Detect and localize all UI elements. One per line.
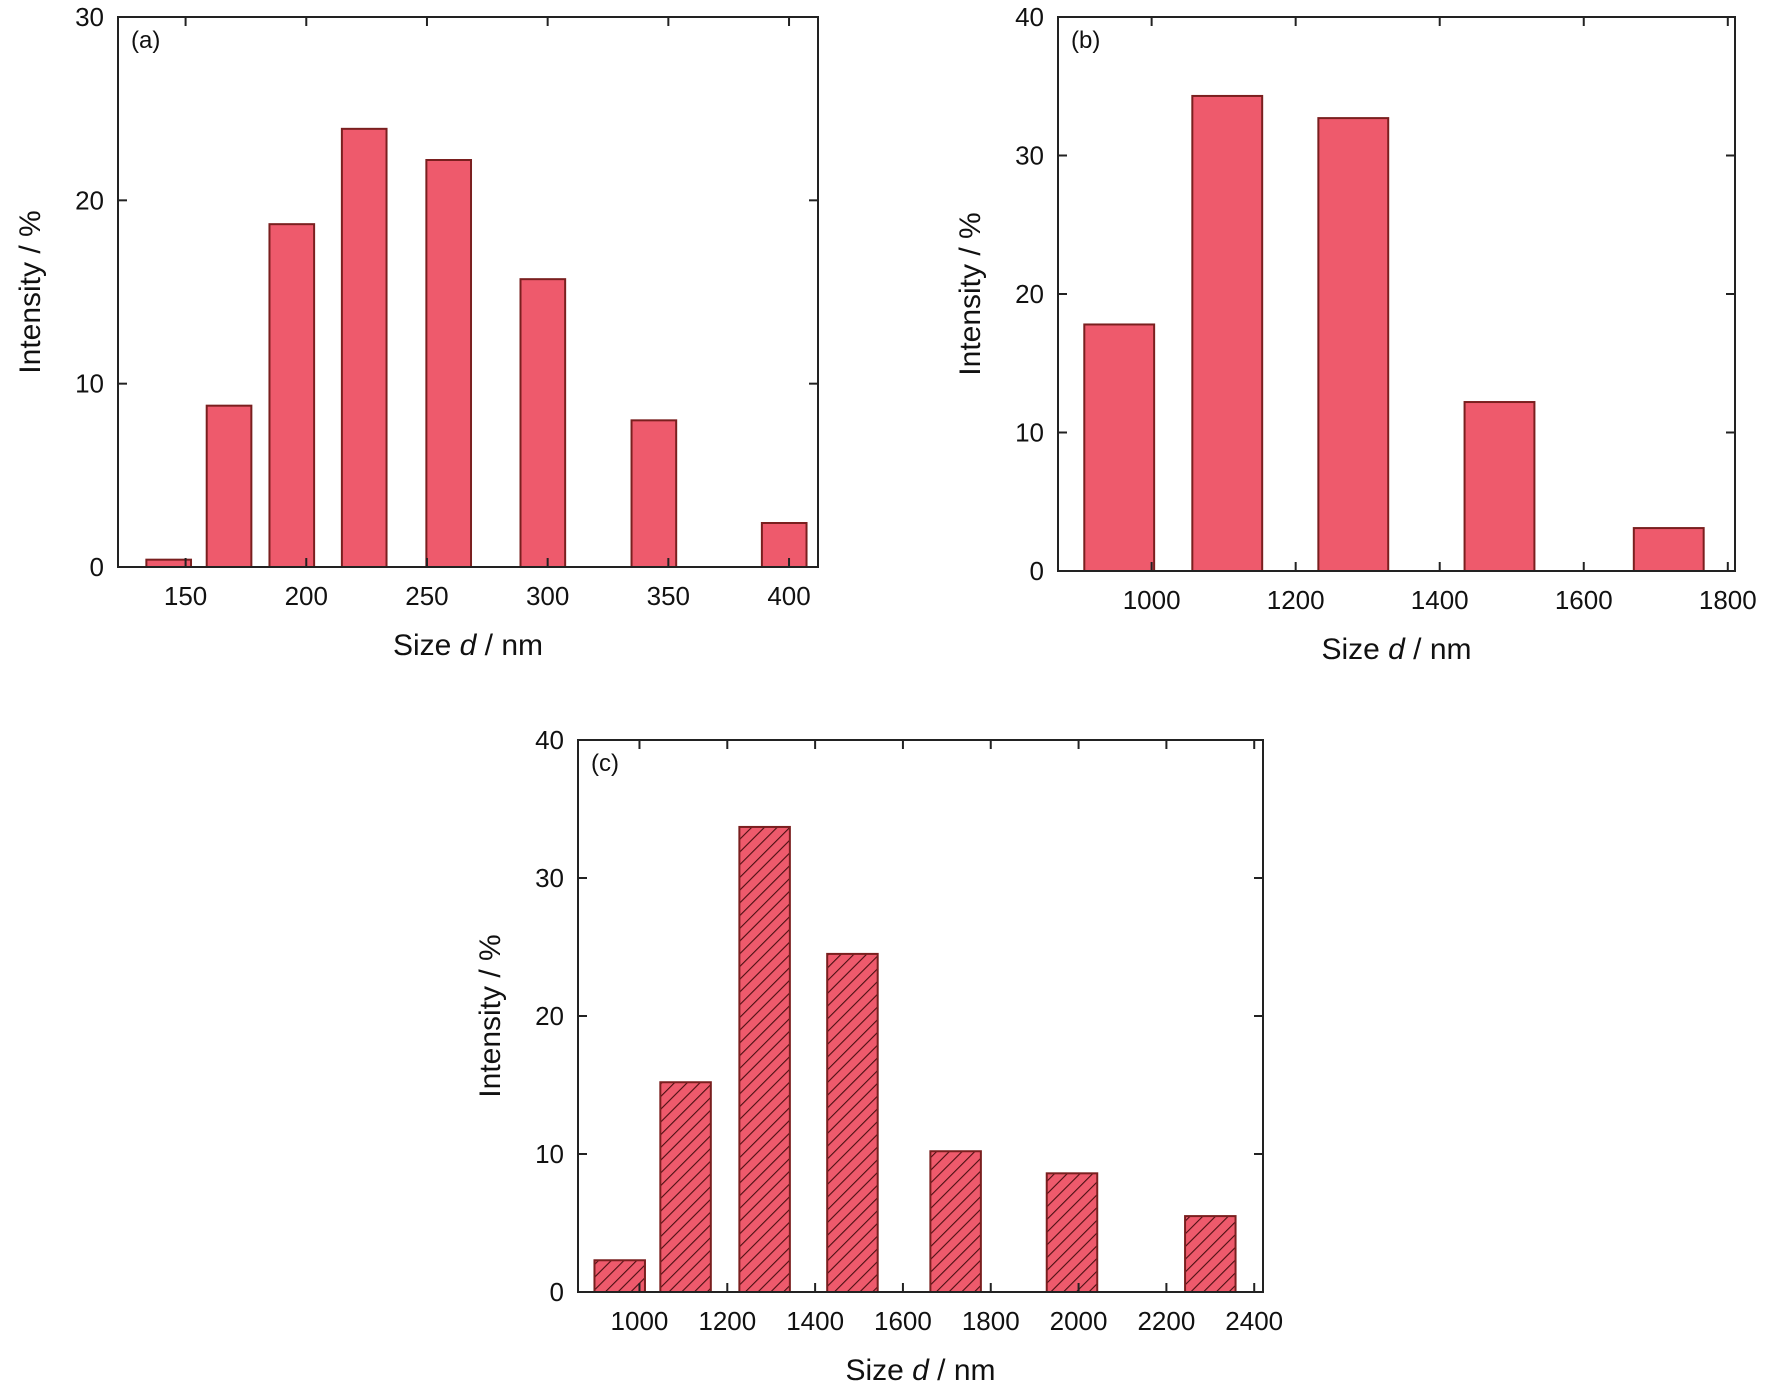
x-tick-label: 400 bbox=[767, 581, 810, 611]
bar-5 bbox=[1632, 527, 1705, 573]
x-axis-title-prefix: Size bbox=[1321, 633, 1388, 666]
bar-7 bbox=[630, 419, 678, 569]
bar-4 bbox=[826, 952, 879, 1294]
x-axis-title: Size d / nm bbox=[393, 629, 543, 662]
bar-6 bbox=[1045, 1172, 1099, 1293]
bar-8 bbox=[760, 522, 808, 568]
y-axis-title: Intensity / % bbox=[14, 210, 47, 373]
x-tick-label: 1200 bbox=[698, 1306, 756, 1336]
bar-4 bbox=[1463, 401, 1536, 572]
y-tick-label: 0 bbox=[550, 1277, 564, 1307]
x-axis-title-suffix: / nm bbox=[929, 1354, 996, 1385]
plot-frame bbox=[117, 16, 819, 568]
x-axis-title-var: d bbox=[1388, 633, 1406, 666]
x-tick-label: 1000 bbox=[1123, 585, 1181, 615]
y-tick-label: 0 bbox=[90, 552, 104, 582]
bar-4 bbox=[340, 127, 388, 568]
x-tick-label: 1600 bbox=[1555, 585, 1613, 615]
y-tick-label: 40 bbox=[535, 725, 564, 755]
x-tick-label: 2000 bbox=[1050, 1306, 1108, 1336]
x-tick-label: 200 bbox=[285, 581, 328, 611]
x-tick-label: 1200 bbox=[1267, 585, 1325, 615]
y-axis-title: Intensity / % bbox=[474, 934, 507, 1097]
bar-5 bbox=[929, 1150, 982, 1293]
bar-1 bbox=[145, 558, 193, 569]
x-tick-label: 250 bbox=[405, 581, 448, 611]
y-tick-label: 40 bbox=[1015, 2, 1044, 32]
x-tick-label: 150 bbox=[164, 581, 207, 611]
y-tick-label: 20 bbox=[1015, 279, 1044, 309]
x-axis-title-suffix: / nm bbox=[476, 629, 543, 662]
bar-6 bbox=[519, 278, 567, 568]
y-tick-label: 30 bbox=[75, 2, 104, 32]
x-axis-title-var: d bbox=[912, 1354, 930, 1385]
y-tick-label: 10 bbox=[1015, 418, 1044, 448]
y-tick-label: 10 bbox=[75, 369, 104, 399]
bar-2 bbox=[205, 404, 253, 568]
bar-1 bbox=[593, 1259, 646, 1294]
x-tick-label: 1600 bbox=[874, 1306, 932, 1336]
x-tick-label: 2400 bbox=[1225, 1306, 1283, 1336]
chart-panel-b: 1000 1200 1400 1600 1800 0 10 20 30 40 (b) Size d /… bbox=[954, 2, 1757, 666]
bar-3 bbox=[738, 825, 791, 1293]
x-tick-label: 1000 bbox=[611, 1306, 669, 1336]
x-tick-label: 350 bbox=[647, 581, 690, 611]
chart-panel-a: 150 200 250 300 350 400 0 10 20 30 (a) Size d / nm I… bbox=[14, 2, 819, 662]
y-tick-label: 0 bbox=[1030, 556, 1044, 586]
y-axis-title: Intensity / % bbox=[954, 212, 987, 375]
x-axis-title-prefix: Size bbox=[393, 629, 460, 662]
y-tick-label: 20 bbox=[75, 185, 104, 215]
x-axis-title: Size d / nm bbox=[845, 1354, 995, 1385]
y-tick-label: 10 bbox=[535, 1139, 564, 1169]
x-tick-label: 1800 bbox=[962, 1306, 1020, 1336]
x-tick-label: 1400 bbox=[1411, 585, 1469, 615]
x-tick-label: 1400 bbox=[786, 1306, 844, 1336]
y-tick-label: 20 bbox=[535, 1001, 564, 1031]
panel-label: (a) bbox=[131, 27, 160, 54]
panel-label: (b) bbox=[1071, 27, 1100, 54]
x-axis-title-var: d bbox=[460, 629, 478, 662]
chart-panel-c: 1000 1200 1400 1600 1800 2000 2200 2400 0 10 20 30 4… bbox=[474, 725, 1283, 1385]
bar-2 bbox=[659, 1081, 712, 1293]
x-tick-label: 2200 bbox=[1137, 1306, 1195, 1336]
x-tick-label: 300 bbox=[526, 581, 569, 611]
y-tick-label: 30 bbox=[535, 863, 564, 893]
x-axis-title: Size d / nm bbox=[1321, 633, 1471, 666]
panel-label: (c) bbox=[591, 750, 619, 777]
x-tick-label: 1800 bbox=[1699, 585, 1757, 615]
bar-5 bbox=[425, 159, 473, 568]
bar-7 bbox=[1184, 1215, 1237, 1293]
bar-3 bbox=[1317, 117, 1390, 572]
bar-1 bbox=[1083, 323, 1156, 572]
x-axis-title-suffix: / nm bbox=[1405, 633, 1472, 666]
x-axis-title-prefix: Size bbox=[845, 1354, 912, 1385]
bar-3 bbox=[268, 223, 316, 569]
bar-2 bbox=[1191, 94, 1264, 572]
plot-frame bbox=[1057, 16, 1736, 572]
y-tick-label: 30 bbox=[1015, 141, 1044, 171]
